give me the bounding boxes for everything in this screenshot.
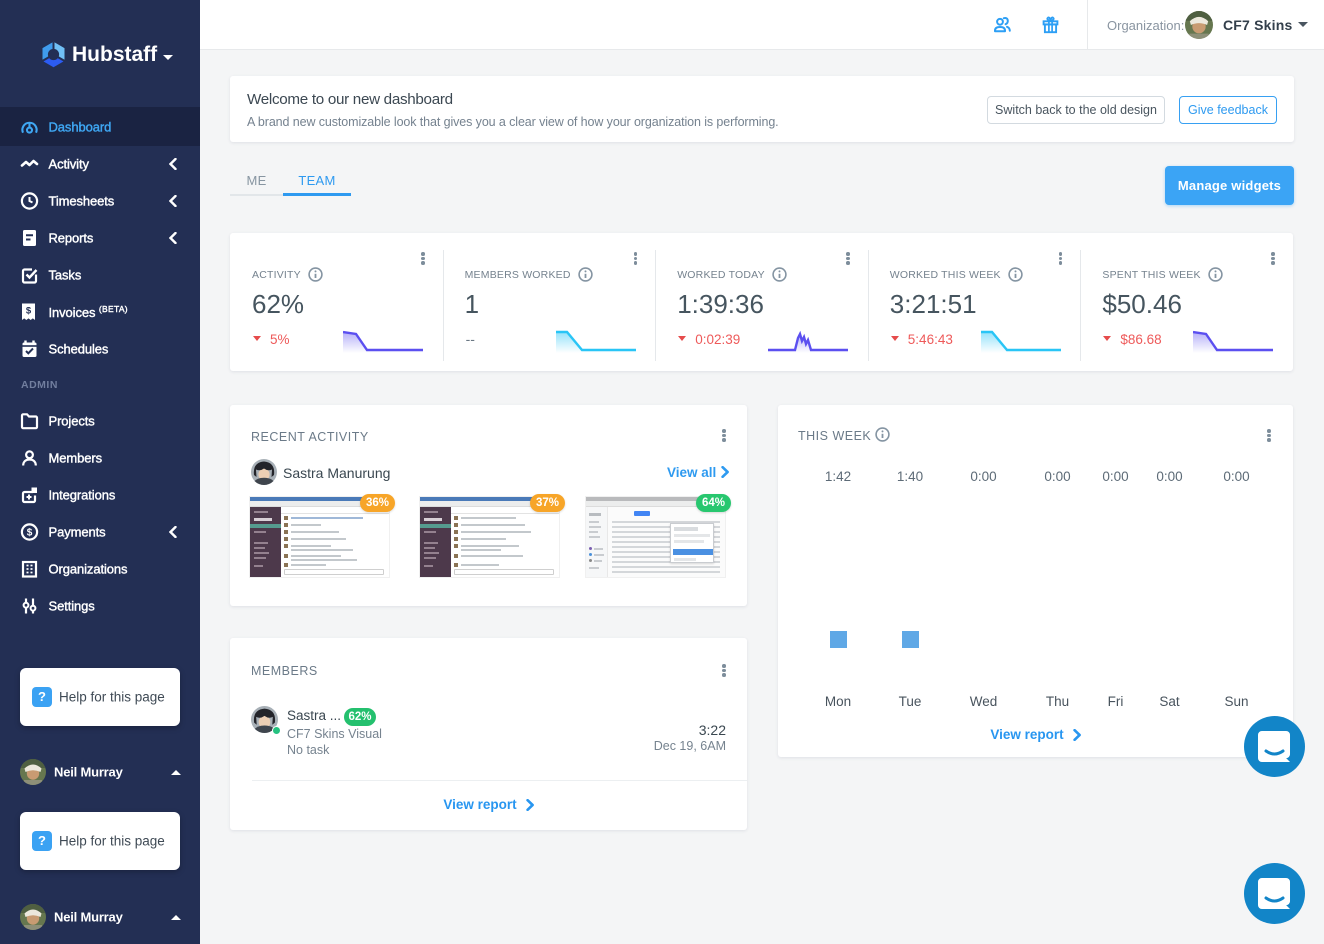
svg-text:$: $ — [27, 527, 33, 538]
svg-text:$: $ — [26, 305, 32, 316]
